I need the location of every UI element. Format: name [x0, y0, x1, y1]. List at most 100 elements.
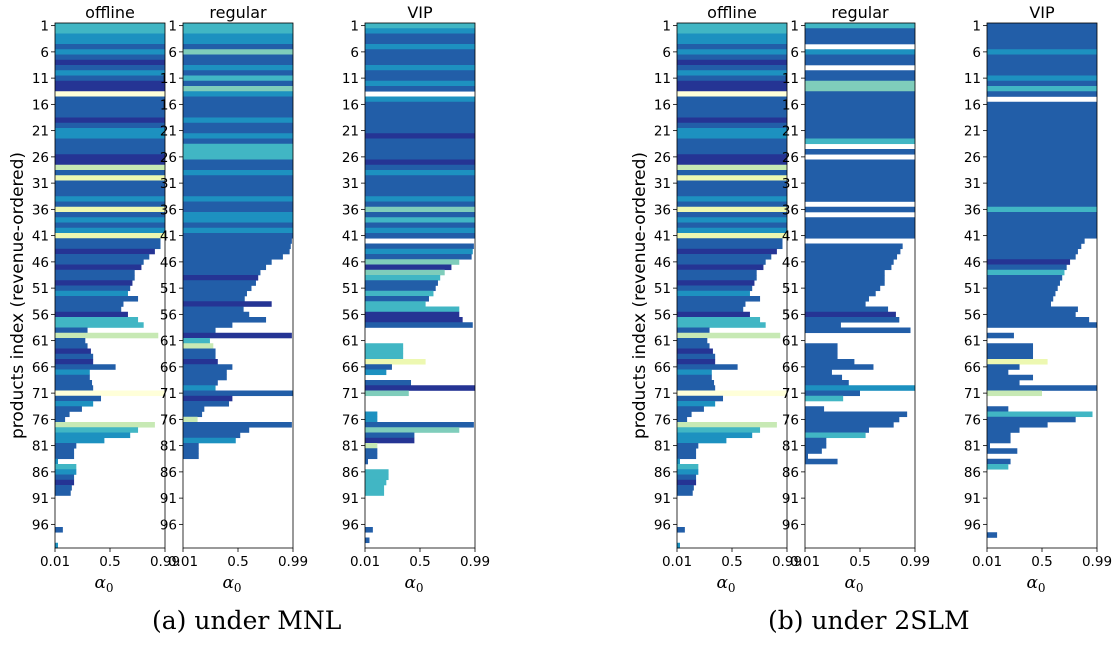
- bar-row-4: [183, 38, 293, 45]
- bar-row-48: [987, 269, 1065, 276]
- bar-row-52: [805, 290, 876, 297]
- bar-row-24: [55, 143, 165, 150]
- y-tick-label: 81: [782, 439, 799, 455]
- bar-row-100: [55, 542, 58, 549]
- y-tick-label: 46: [160, 255, 177, 271]
- bar-row-43: [55, 243, 161, 250]
- bar-row-47: [805, 264, 892, 271]
- bar-row-17: [183, 107, 293, 113]
- bar-row-38: [183, 217, 293, 223]
- bar-row-24: [365, 143, 475, 150]
- bar-row-77: [677, 422, 777, 428]
- y-tick-label: 46: [342, 255, 359, 271]
- bar-row-66: [805, 364, 874, 370]
- bar-row-28: [183, 164, 293, 171]
- bar-row-51: [55, 285, 131, 292]
- bar-row-25: [677, 149, 787, 155]
- bar-row-78: [805, 427, 869, 433]
- y-axis-label: products index (revenue-ordered): [8, 152, 28, 439]
- y-tick-label: 61: [964, 334, 981, 350]
- bar-row-46: [55, 259, 144, 265]
- bar-row-57: [365, 317, 463, 323]
- bar-row-20: [677, 122, 787, 129]
- bar-row-3: [55, 33, 165, 40]
- y-tick-label: 61: [32, 334, 49, 350]
- y-tick-label: 91: [342, 491, 359, 507]
- bar-row-72: [55, 395, 102, 402]
- bar-row-6: [365, 49, 475, 55]
- bar-row-19: [55, 117, 165, 124]
- bar-row-53: [987, 296, 1054, 302]
- x-axis-label: α0: [844, 573, 863, 595]
- bar-row-52: [183, 290, 247, 297]
- bar-row-9: [987, 65, 1097, 71]
- y-tick-label: 86: [654, 465, 671, 481]
- bar-row-44: [365, 248, 473, 255]
- bar-row-28: [365, 164, 475, 171]
- bar-row-19: [677, 117, 787, 124]
- bar-row-29: [365, 170, 475, 176]
- bar-row-14: [987, 91, 1097, 97]
- bar-row-65: [987, 359, 1048, 365]
- bar-row-55: [805, 306, 889, 313]
- y-tick-label: 96: [782, 517, 799, 533]
- bar-row-90: [55, 490, 71, 496]
- bar-row-64: [365, 353, 404, 360]
- bar-row-66: [365, 364, 392, 370]
- y-tick-label: 96: [342, 517, 359, 533]
- bar-row-68: [677, 374, 712, 381]
- bar-row-71: [805, 390, 860, 397]
- bar-row-71: [365, 390, 409, 397]
- bar-row-89: [365, 485, 385, 491]
- subplot-3: offline161116212631364146515661667176818…: [630, 3, 802, 595]
- bar-row-70: [805, 385, 915, 391]
- bar-row-75: [805, 411, 908, 418]
- bar-row-35: [365, 201, 475, 208]
- bar-row-36: [365, 206, 475, 213]
- bar-row-79: [805, 432, 866, 439]
- bar-row-17: [805, 107, 915, 113]
- x-tick-label: 0.01: [790, 554, 820, 570]
- subplot-4: regular161116212631364146515661667176818…: [782, 3, 930, 595]
- bar-row-1: [365, 23, 475, 29]
- x-tick-label: 0.01: [168, 554, 198, 570]
- bar-row-8: [805, 59, 915, 66]
- bar-row-72: [183, 395, 233, 402]
- bar-row-51: [987, 285, 1058, 292]
- y-tick-label: 51: [654, 281, 671, 297]
- bar-row-36: [55, 206, 165, 213]
- bar-row-17: [365, 107, 475, 113]
- y-tick-label: 26: [342, 150, 359, 166]
- bar-row-23: [183, 138, 293, 145]
- bar-row-59: [55, 327, 88, 334]
- y-tick-label: 41: [342, 229, 359, 245]
- bar-row-23: [805, 138, 915, 145]
- bar-row-43: [365, 243, 474, 250]
- bar-row-38: [805, 217, 915, 223]
- bar-row-80: [987, 437, 1011, 444]
- bar-row-31: [55, 180, 165, 187]
- bar-row-83: [365, 453, 378, 460]
- bar-row-49: [677, 275, 757, 281]
- bar-row-52: [365, 290, 434, 297]
- bar-row-40: [183, 227, 293, 234]
- bar-row-18: [987, 112, 1097, 118]
- bar-row-69: [365, 380, 412, 386]
- y-tick-label: 81: [654, 439, 671, 455]
- bar-row-77: [805, 422, 894, 428]
- bar-row-61: [55, 338, 86, 344]
- bar-row-82: [987, 448, 1018, 454]
- y-tick-label: 71: [160, 386, 177, 402]
- bar-row-8: [55, 59, 165, 66]
- bar-row-63: [365, 348, 404, 355]
- bar-row-75: [987, 411, 1093, 418]
- y-tick-label: 71: [964, 386, 981, 402]
- x-axis-label-subscript: 0: [856, 581, 864, 595]
- bar-row-20: [55, 122, 165, 129]
- subplot-title: VIP: [407, 3, 433, 22]
- bar-row-2: [365, 28, 475, 34]
- bar-row-47: [677, 264, 764, 271]
- y-tick-label: 91: [782, 491, 799, 507]
- bar-row-66: [677, 364, 738, 370]
- x-axis-label: α0: [94, 573, 113, 595]
